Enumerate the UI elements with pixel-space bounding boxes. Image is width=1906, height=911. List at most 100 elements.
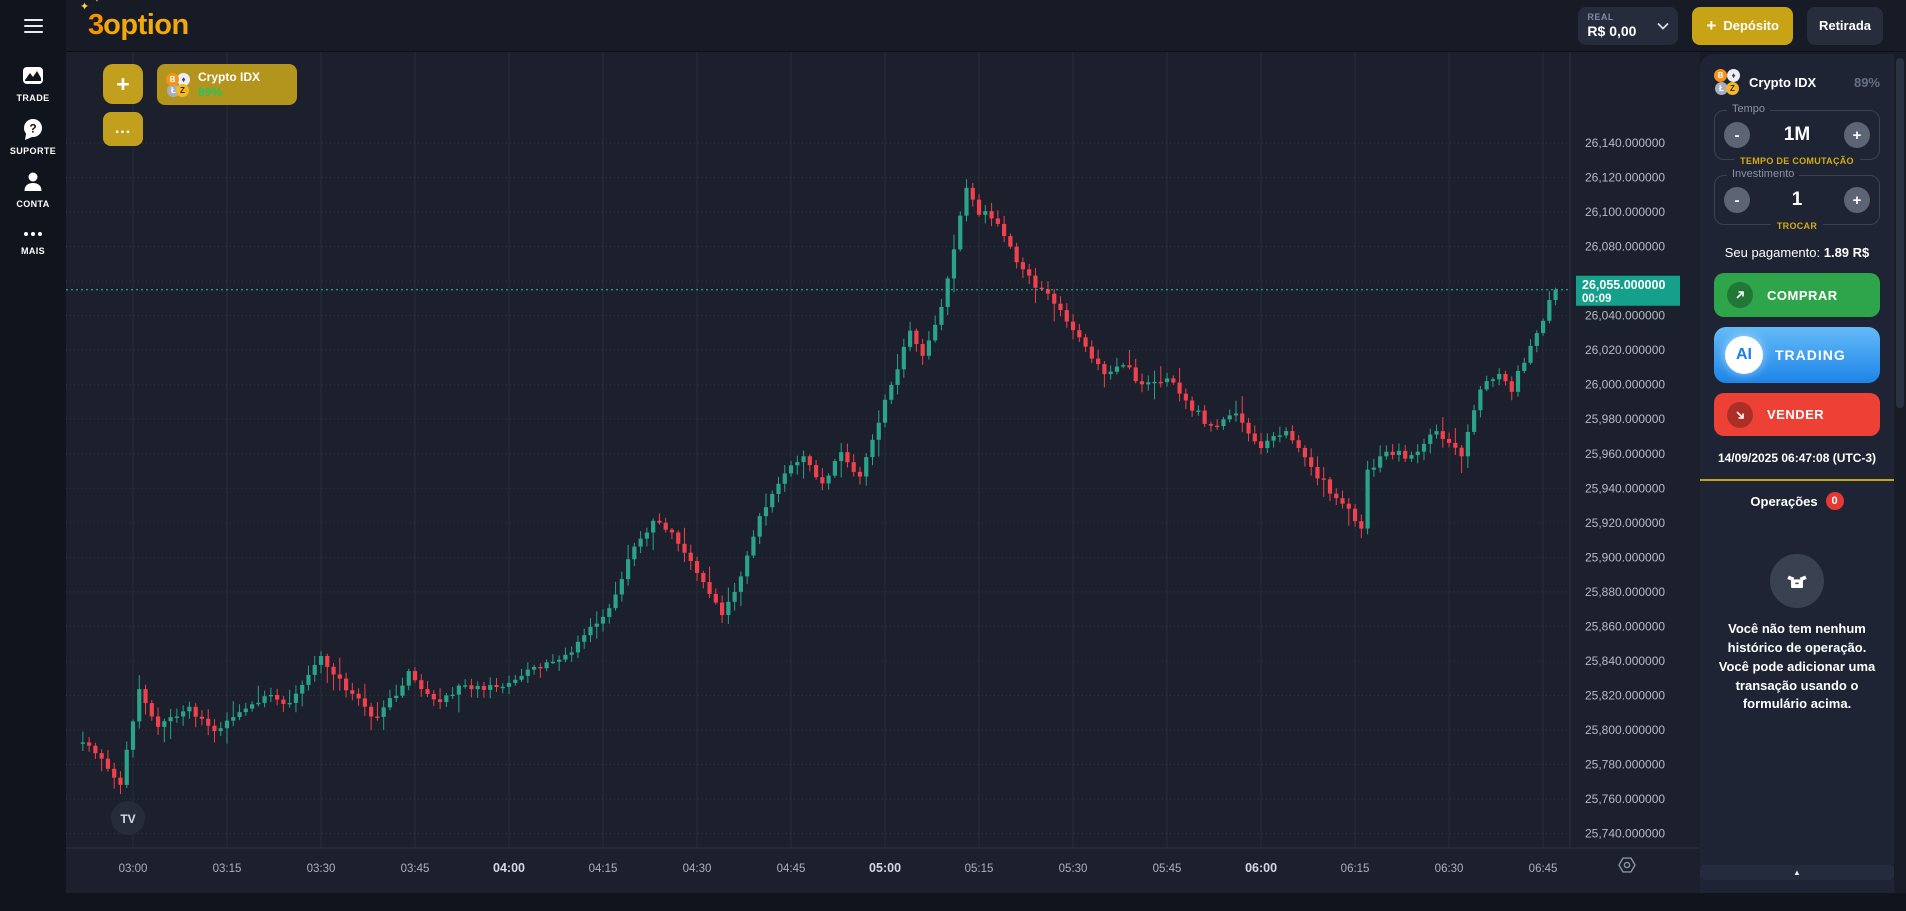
svg-text:04:30: 04:30 bbox=[683, 863, 712, 875]
litecoin-icon: Ł bbox=[1715, 82, 1728, 95]
bottom-strip bbox=[66, 893, 1906, 911]
caret-up-icon: ▲ bbox=[1793, 867, 1801, 877]
asset-tab-crypto-idx[interactable]: B ♦ Ł Z Crypto IDX 89% bbox=[157, 64, 297, 105]
support-question-icon: ? bbox=[21, 117, 45, 141]
withdraw-button[interactable]: Retirada bbox=[1806, 6, 1883, 45]
svg-text:03:15: 03:15 bbox=[213, 863, 242, 875]
panel-asset-payout: 89% bbox=[1853, 74, 1880, 90]
sidebar-item-conta[interactable]: CONTA bbox=[0, 170, 66, 209]
hamburger-icon bbox=[23, 19, 43, 33]
add-asset-button[interactable]: + bbox=[103, 64, 143, 104]
operations-section: Operações 0 Você não tem nenhum históric… bbox=[1700, 479, 1894, 714]
svg-text:25,740.000000: 25,740.000000 bbox=[1585, 827, 1665, 841]
svg-text:25,940.000000: 25,940.000000 bbox=[1585, 481, 1665, 495]
logo-text-option: option bbox=[103, 9, 189, 41]
candlestick-chart[interactable]: 26,140.000000 26,120.000000 26,100.000000 2… bbox=[66, 52, 1700, 893]
svg-text:26,080.000000: 26,080.000000 bbox=[1585, 240, 1665, 254]
sell-button[interactable]: VENDER bbox=[1714, 393, 1880, 436]
buy-button[interactable]: COMPRAR bbox=[1714, 273, 1880, 317]
svg-text:05:30: 05:30 bbox=[1059, 863, 1088, 875]
svg-text:25,780.000000: 25,780.000000 bbox=[1585, 758, 1665, 772]
svg-text:25,760.000000: 25,760.000000 bbox=[1585, 792, 1665, 806]
deposit-label: Depósito bbox=[1723, 18, 1779, 33]
more-tabs-button[interactable]: ... bbox=[103, 112, 143, 146]
time-switch-label[interactable]: TEMPO DE COMUTAÇÃO bbox=[1734, 156, 1860, 166]
svg-text:03:00: 03:00 bbox=[119, 863, 148, 875]
svg-text:25,900.000000: 25,900.000000 bbox=[1585, 550, 1665, 564]
chart-area: 26,140.000000 26,120.000000 26,100.000000 2… bbox=[66, 52, 1700, 893]
zcash-icon: Z bbox=[1726, 82, 1739, 95]
bitcoin-icon: B bbox=[1714, 69, 1727, 82]
ellipsis-icon bbox=[21, 223, 45, 241]
topbar: ✦ ✦ 3 option REAL R$ 0,00 + Depósito Ret… bbox=[66, 0, 1906, 52]
svg-text:05:15: 05:15 bbox=[965, 863, 994, 875]
payout-label: Seu pagamento: bbox=[1724, 245, 1821, 260]
sidebar-item-mais[interactable]: MAIS bbox=[0, 223, 66, 256]
hamburger-menu-button[interactable] bbox=[0, 0, 66, 52]
svg-text:06:30: 06:30 bbox=[1435, 863, 1464, 875]
svg-text:26,000.000000: 26,000.000000 bbox=[1585, 378, 1665, 392]
ai-badge-icon: AI bbox=[1725, 336, 1763, 374]
svg-text:05:00: 05:00 bbox=[869, 861, 901, 875]
ai-trading-button[interactable]: AI TRADING bbox=[1714, 327, 1880, 383]
withdraw-label: Retirada bbox=[1818, 18, 1871, 33]
trade-panel: B ♦ Ł Z Crypto IDX 89% Tempo - 1M + TEMP… bbox=[1700, 54, 1894, 893]
arrow-down-right-icon bbox=[1727, 401, 1753, 428]
svg-text:25,840.000000: 25,840.000000 bbox=[1585, 654, 1665, 668]
svg-text:26,020.000000: 26,020.000000 bbox=[1585, 343, 1665, 357]
scrollbar-thumb[interactable] bbox=[1896, 58, 1904, 408]
sidebar-item-label: CONTA bbox=[16, 199, 50, 209]
bitcoin-icon: B bbox=[166, 72, 179, 86]
svg-text:25,880.000000: 25,880.000000 bbox=[1585, 585, 1665, 599]
svg-text:06:15: 06:15 bbox=[1341, 863, 1370, 875]
panel-asset-header: B ♦ Ł Z Crypto IDX 89% bbox=[1714, 69, 1880, 95]
balance-type-label: REAL bbox=[1587, 12, 1614, 23]
ethereum-icon: ♦ bbox=[177, 72, 190, 86]
investment-value: 1 bbox=[1791, 189, 1803, 210]
empty-box-icon bbox=[1770, 554, 1824, 608]
scrollbar-track[interactable] bbox=[1894, 54, 1906, 893]
tradingview-logo[interactable]: TV bbox=[111, 801, 145, 835]
time-value: 1M bbox=[1783, 124, 1811, 145]
svg-text:04:00: 04:00 bbox=[493, 861, 525, 875]
svg-text:26,120.000000: 26,120.000000 bbox=[1585, 171, 1665, 185]
logo-text-3: 3 bbox=[88, 9, 104, 41]
server-timestamp: 14/09/2025 06:47:08 (UTC-3) bbox=[1717, 451, 1877, 465]
svg-text:25,820.000000: 25,820.000000 bbox=[1585, 688, 1665, 702]
svg-text:25,920.000000: 25,920.000000 bbox=[1585, 516, 1665, 530]
payout-line: Seu pagamento: 1.89 R$ bbox=[1714, 245, 1880, 260]
svg-text:04:15: 04:15 bbox=[589, 863, 618, 875]
plus-icon: + bbox=[1706, 15, 1717, 35]
svg-text:26,100.000000: 26,100.000000 bbox=[1585, 205, 1665, 219]
investment-plus-button[interactable]: + bbox=[1843, 187, 1870, 213]
zcash-icon: Z bbox=[176, 83, 189, 97]
tab-asset-name: Crypto IDX bbox=[198, 70, 261, 85]
balance-selector[interactable]: REAL R$ 0,00 bbox=[1578, 6, 1679, 45]
sparkle-icon: ✦ bbox=[94, 0, 100, 4]
sparkle-icon: ✦ bbox=[80, 1, 90, 13]
tab-asset-payout: 89% bbox=[198, 84, 223, 99]
operations-tab[interactable]: Operações 0 bbox=[1714, 492, 1880, 510]
brand-logo[interactable]: ✦ ✦ 3 option bbox=[80, 0, 189, 42]
investment-switch-label[interactable]: TROCAR bbox=[1770, 221, 1824, 231]
investment-minus-button[interactable]: - bbox=[1724, 187, 1750, 213]
chevron-down-icon bbox=[1657, 22, 1670, 30]
panel-collapse-button[interactable]: ▲ bbox=[1700, 865, 1894, 880]
panel-asset-name: Crypto IDX bbox=[1749, 74, 1817, 90]
operations-label: Operações bbox=[1750, 493, 1818, 509]
svg-text:26,140.000000: 26,140.000000 bbox=[1585, 136, 1665, 150]
sidebar-item-suporte[interactable]: ? SUPORTE bbox=[0, 117, 66, 156]
operations-empty-state: Você não tem nenhum histórico de operaçã… bbox=[1714, 554, 1880, 714]
user-icon bbox=[21, 170, 45, 194]
svg-text:06:00: 06:00 bbox=[1245, 861, 1277, 875]
time-plus-button[interactable]: + bbox=[1844, 122, 1870, 148]
price-scale-settings-icon[interactable] bbox=[1618, 857, 1636, 873]
ai-trading-label: TRADING bbox=[1775, 347, 1846, 363]
deposit-button[interactable]: + Depósito bbox=[1692, 6, 1793, 45]
time-minus-button[interactable]: - bbox=[1724, 122, 1750, 148]
svg-text:03:30: 03:30 bbox=[307, 863, 336, 875]
payout-value: 1.89 R$ bbox=[1823, 245, 1870, 260]
sidebar-item-trade[interactable]: TRADE bbox=[0, 66, 66, 103]
candles bbox=[80, 179, 1558, 795]
